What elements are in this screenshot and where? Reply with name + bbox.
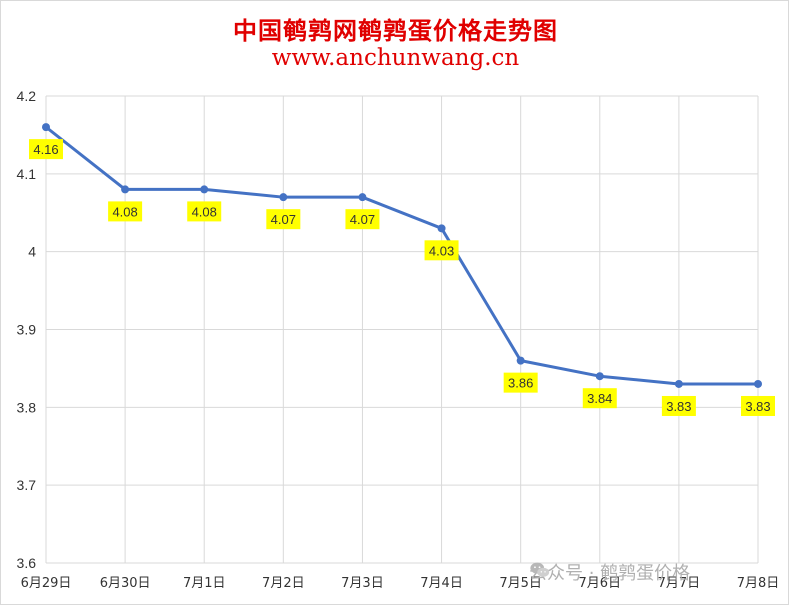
data-label: 3.83 bbox=[661, 395, 696, 416]
data-label-bg bbox=[345, 209, 380, 230]
data-label-bg bbox=[108, 201, 143, 222]
y-tick-label: 4 bbox=[28, 244, 36, 260]
data-point bbox=[516, 356, 525, 365]
chart-subtitle: www.anchunwang.cn bbox=[271, 45, 520, 71]
data-label-text: 3.84 bbox=[587, 391, 612, 406]
x-tick-label: 7月4日 bbox=[420, 576, 463, 591]
data-label-text: 4.08 bbox=[192, 204, 217, 219]
data-label-bg bbox=[29, 139, 63, 160]
data-labels: 4.16 4.08 4.08 4.07 4.07 4.03 3.86 3.84 3.83 3.83 bbox=[29, 139, 775, 416]
data-label: 3.84 bbox=[582, 388, 617, 409]
y-tick-label: 3.9 bbox=[17, 322, 37, 338]
wechat-icon bbox=[530, 562, 550, 577]
data-label-text: 3.83 bbox=[666, 399, 691, 414]
data-label-bg bbox=[503, 372, 538, 393]
data-point bbox=[42, 123, 50, 132]
x-tick-label: 7月5日 bbox=[499, 576, 542, 591]
y-tick-label: 4.2 bbox=[17, 88, 37, 104]
data-label-bg bbox=[582, 388, 617, 409]
data-label-text: 4.03 bbox=[429, 243, 454, 258]
data-label: 4.07 bbox=[345, 209, 380, 230]
watermark-text: 公众号 · 鹌鹑蛋价格 bbox=[529, 563, 691, 584]
data-label-text: 4.08 bbox=[112, 204, 137, 219]
data-point bbox=[595, 372, 604, 381]
data-points bbox=[42, 123, 762, 388]
data-label-text: 4.16 bbox=[33, 142, 58, 157]
data-label-bg bbox=[741, 395, 775, 416]
data-label: 4.08 bbox=[187, 201, 222, 222]
data-label: 4.07 bbox=[266, 209, 301, 230]
data-label-bg bbox=[266, 209, 301, 230]
data-point bbox=[674, 379, 683, 388]
x-tick-label: 7月1日 bbox=[183, 576, 226, 591]
data-point bbox=[754, 379, 762, 388]
chart-title: 中国鹌鹑网鹌鹑蛋价格走势图 bbox=[233, 16, 558, 45]
data-label: 3.86 bbox=[503, 372, 538, 393]
data-label-bg bbox=[424, 240, 459, 261]
data-point bbox=[200, 185, 209, 194]
data-label-text: 3.86 bbox=[508, 376, 533, 391]
data-label-bg bbox=[187, 201, 222, 222]
x-tick-label: 7月2日 bbox=[262, 576, 305, 591]
x-tick-label: 6月29日 bbox=[21, 576, 72, 591]
series-line-layer bbox=[45, 125, 758, 386]
data-label-text: 4.07 bbox=[271, 212, 296, 227]
axis-labels: 3.6 3.7 3.8 3.9 4 4.1 4.2 6月29日 6月30日 7月1日 7月2日 7月3… bbox=[17, 88, 780, 591]
y-tick-label: 4.1 bbox=[17, 166, 37, 182]
data-point bbox=[358, 193, 367, 202]
data-label-text: 3.83 bbox=[745, 399, 770, 414]
data-point bbox=[279, 193, 288, 202]
watermark: 公众号 · 鹌鹑蛋价格 bbox=[529, 559, 690, 585]
data-label-text: 4.07 bbox=[350, 212, 375, 227]
y-tick-label: 3.7 bbox=[17, 477, 37, 493]
data-label: 4.16 bbox=[29, 139, 63, 160]
grid-lines bbox=[45, 95, 759, 564]
x-tick-label: 7月3日 bbox=[341, 576, 384, 591]
data-label: 3.83 bbox=[741, 395, 775, 416]
data-label-bg bbox=[661, 395, 696, 416]
x-tick-label: 7月6日 bbox=[579, 576, 622, 591]
data-point bbox=[437, 224, 446, 233]
y-tick-label: 3.6 bbox=[17, 555, 37, 571]
x-tick-label: 6月30日 bbox=[100, 576, 151, 591]
series-line bbox=[45, 125, 758, 386]
y-tick-label: 3.8 bbox=[17, 399, 37, 415]
data-label: 4.08 bbox=[108, 201, 143, 222]
x-tick-label: 7月8日 bbox=[737, 576, 780, 591]
x-tick-label: 7月7日 bbox=[658, 576, 701, 591]
data-point bbox=[121, 185, 130, 194]
data-label: 4.03 bbox=[424, 240, 459, 261]
